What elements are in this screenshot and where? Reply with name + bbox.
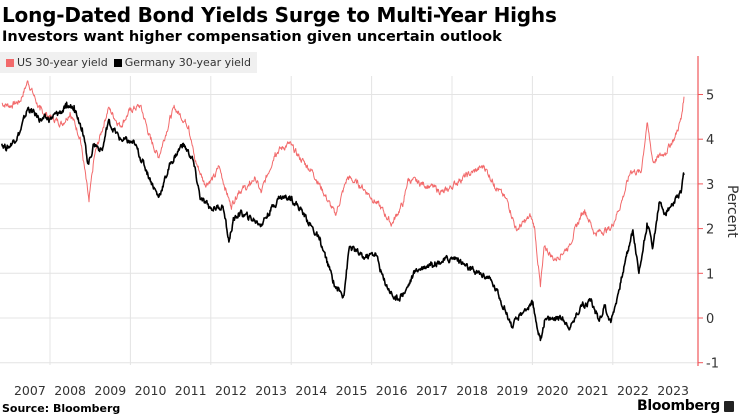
bloomberg-logo: Bloomberg (636, 398, 720, 414)
legend-item-germany: Germany 30-year yield (113, 56, 251, 69)
y-tick-label: 2 (706, 223, 714, 238)
legend: US 30-year yield Germany 30-year yield (0, 52, 257, 73)
bloomberg-chart-icon (724, 401, 734, 412)
x-tick-label: 2010 (135, 383, 167, 398)
chart-subtitle: Investors want higher compensation given… (2, 29, 502, 45)
x-tick-label: 2020 (537, 383, 569, 398)
x-tick-label: 2015 (336, 383, 368, 398)
y-axis-label: Percent (724, 185, 740, 238)
legend-swatch-germany (113, 58, 122, 67)
legend-label-us: US 30-year yield (17, 56, 108, 69)
x-tick-label: 2018 (456, 383, 488, 398)
x-tick-label: 2009 (94, 383, 126, 398)
chart-title: Long-Dated Bond Yields Surge to Multi-Ye… (2, 3, 557, 27)
y-tick-label: 0 (706, 312, 714, 327)
x-tick-label: 2019 (496, 383, 528, 398)
x-tick-label: 2023 (657, 383, 689, 398)
x-tick-label: 2014 (295, 383, 327, 398)
x-tick-label: 2011 (175, 383, 207, 398)
x-tick-label: 2021 (577, 383, 609, 398)
x-tick-label: 2008 (54, 383, 86, 398)
legend-label-germany: Germany 30-year yield (124, 56, 251, 69)
x-tick-label: 2013 (255, 383, 287, 398)
y-tick-label: 1 (706, 267, 714, 282)
x-tick-label: 2016 (376, 383, 408, 398)
source-note: Source: Bloomberg (2, 402, 121, 415)
series-line-germany-30y (1, 101, 685, 342)
y-tick-label: 4 (706, 133, 714, 148)
legend-swatch-us (6, 58, 14, 67)
y-tick-label: -1 (706, 357, 719, 372)
x-tick-label: 2017 (416, 383, 448, 398)
y-tick-label: 3 (706, 178, 714, 193)
x-tick-label: 2007 (14, 383, 46, 398)
legend-item-us: US 30-year yield (6, 56, 108, 69)
x-tick-label: 2022 (617, 383, 649, 398)
x-tick-label: 2012 (215, 383, 247, 398)
series-line-us-30y (1, 80, 685, 288)
y-tick-label: 5 (706, 89, 714, 104)
